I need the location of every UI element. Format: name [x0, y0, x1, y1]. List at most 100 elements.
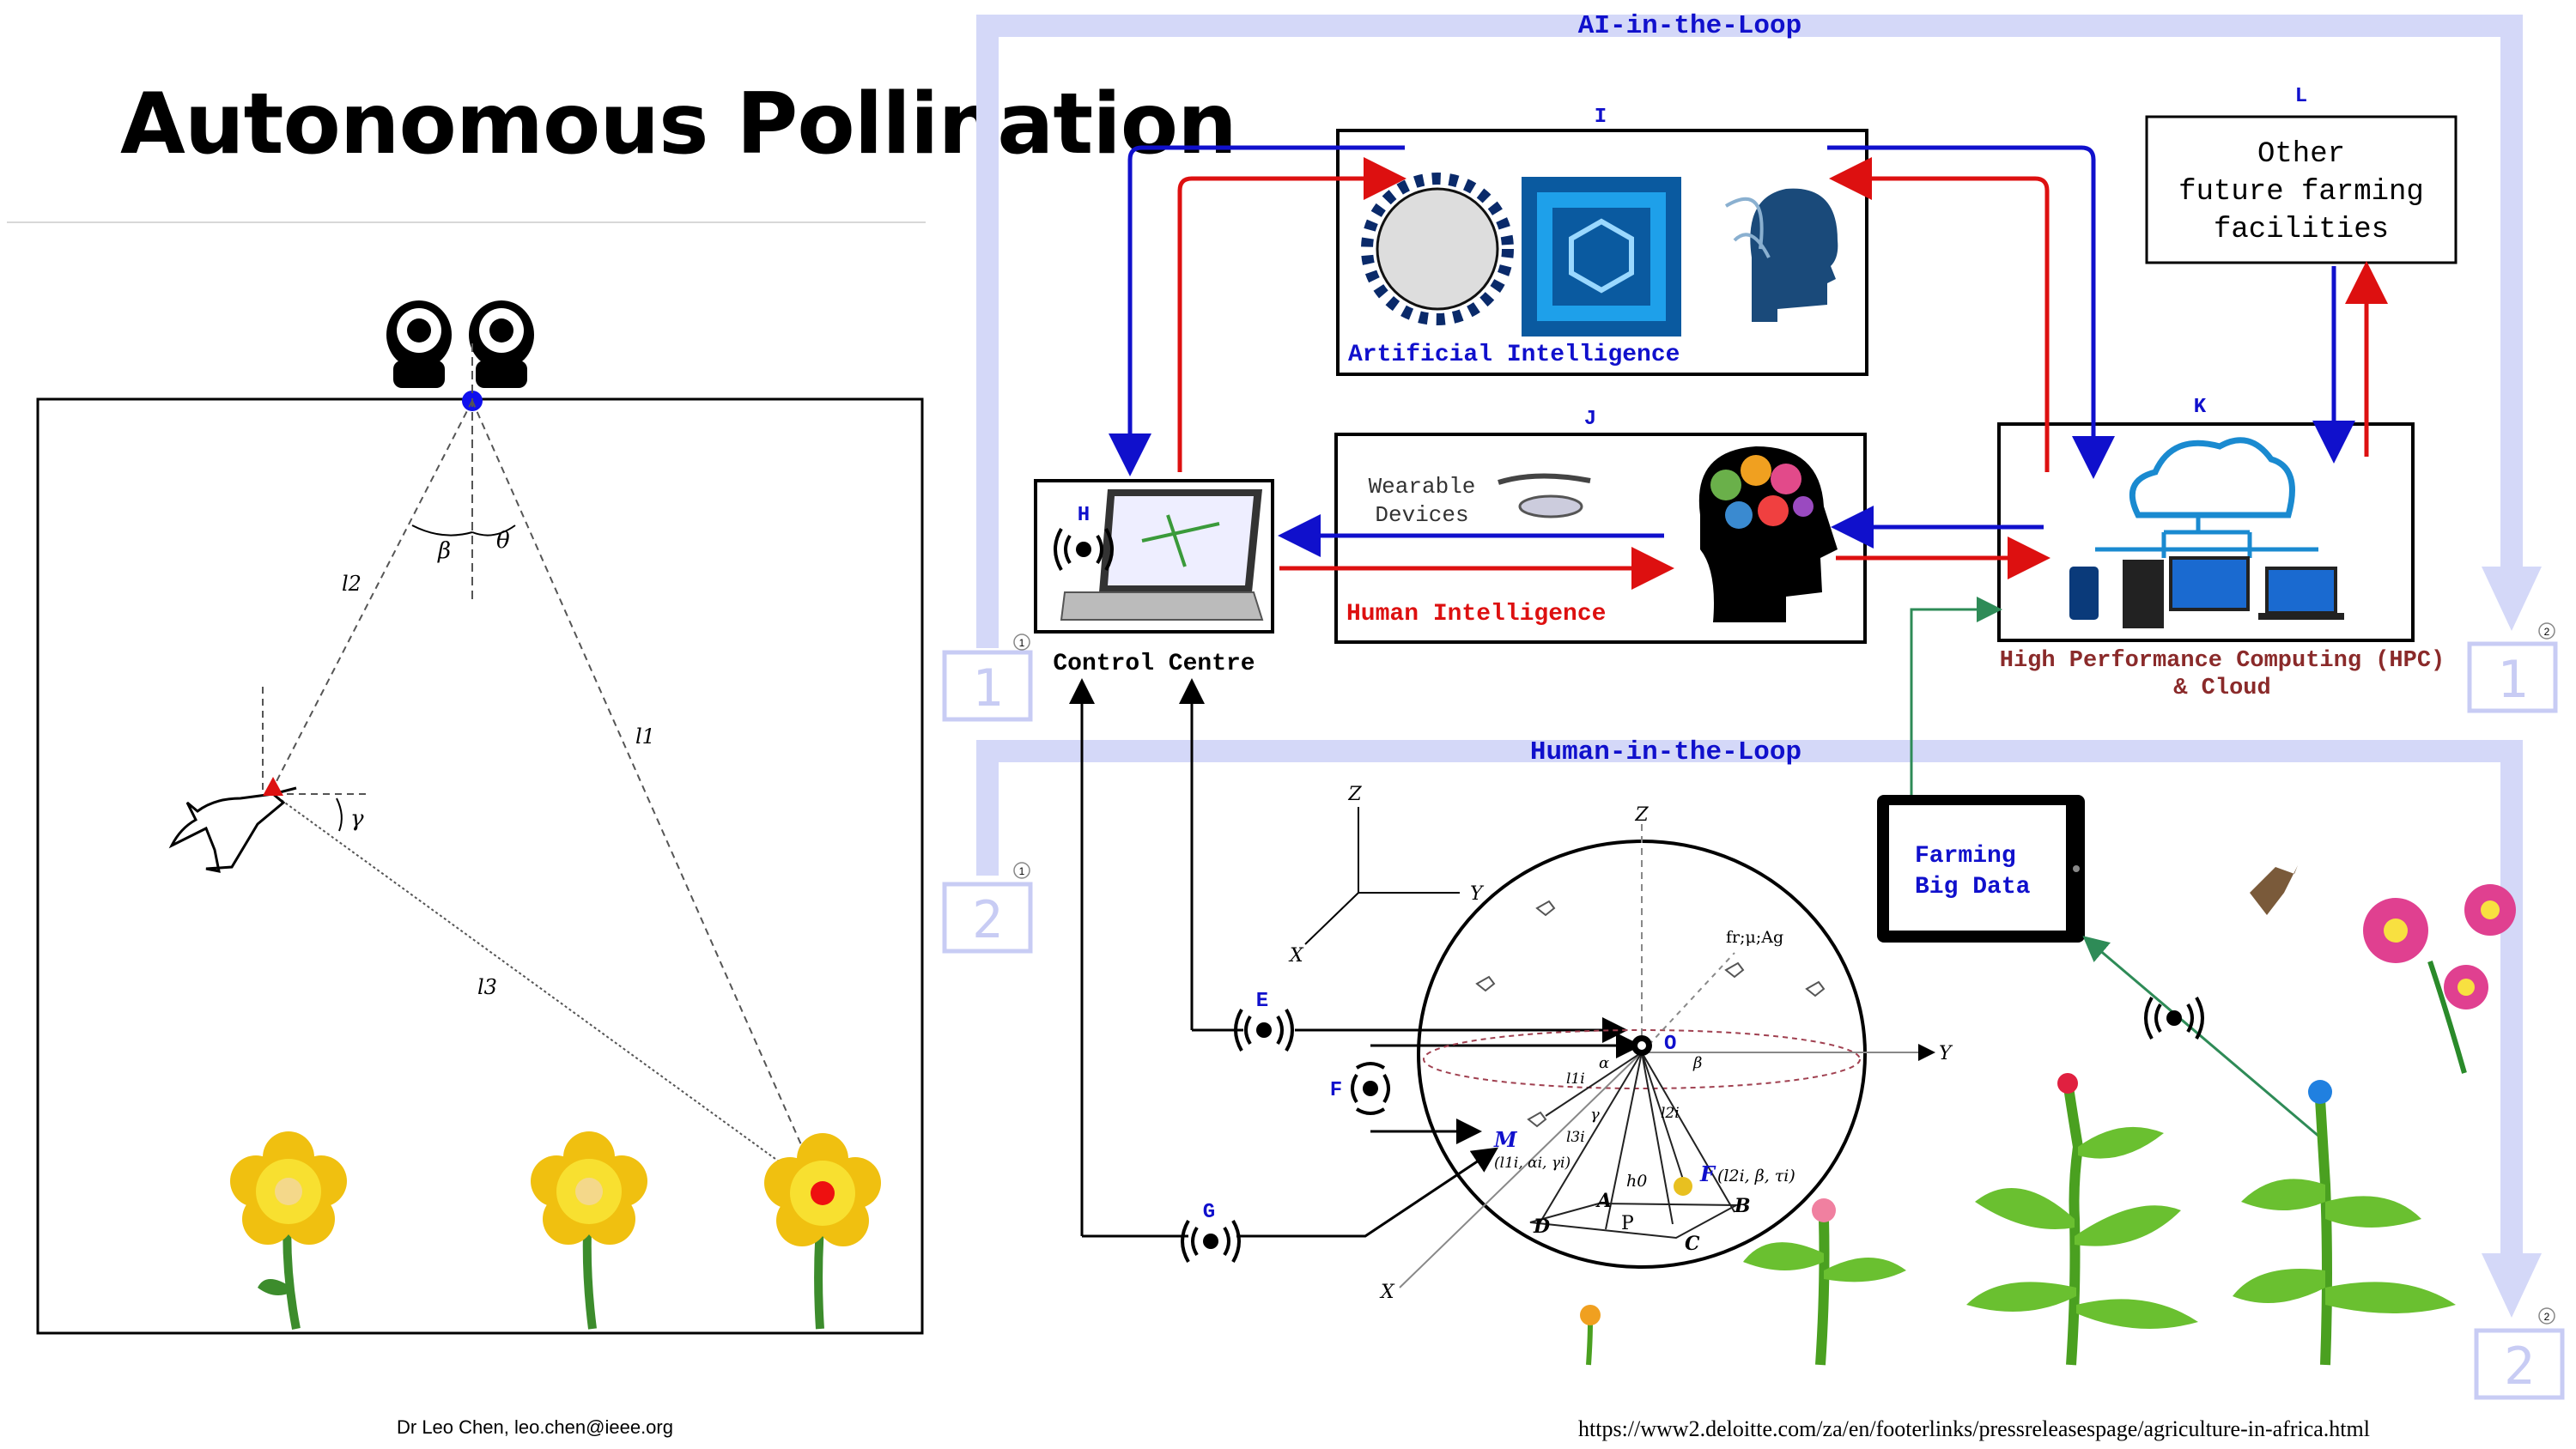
farming-big-data: Farming Big Data	[1877, 795, 2085, 943]
neural-network-icon	[1361, 173, 1514, 325]
node-h-caption: Control Centre	[1053, 651, 1255, 677]
wireless-icon	[1054, 527, 1114, 572]
ai-loop	[976, 15, 2542, 648]
node-l-line3: facilities	[2214, 214, 2389, 246]
a-label: A	[1595, 1190, 1612, 1212]
connections	[1069, 145, 2388, 1238]
small-index: 1	[1019, 865, 1025, 877]
l3i-label: l3i	[1566, 1129, 1585, 1146]
wireless-icon	[1234, 1008, 1294, 1052]
angle-beta-label: β	[437, 538, 451, 564]
node-j-wearable-2: Devices	[1375, 502, 1468, 528]
node-l-line1: Other	[2257, 138, 2345, 171]
c-label: C	[1685, 1233, 1700, 1255]
wireless-icon	[1351, 1062, 1390, 1115]
bigdata-line2: Big Data	[1915, 874, 2031, 900]
node-i-letter: I	[1595, 106, 1607, 129]
bird-icon	[1475, 900, 1826, 1128]
node-i-caption: Artificial Intelligence	[1348, 342, 1680, 368]
angle-gamma-label: γ	[350, 806, 364, 832]
sensor-g-letter: G	[1203, 1201, 1215, 1224]
l1i-label: l1i	[1566, 1070, 1585, 1088]
small-index: 2	[2544, 1311, 2550, 1323]
flower-icon	[230, 1131, 347, 1330]
line-l3-label: l3	[477, 975, 497, 999]
frame-y-label: Y	[1470, 883, 1485, 905]
loop-badge-2-left	[942, 882, 1033, 954]
node-k-hpc: K High Performance Computing (HPC) & Clo…	[1997, 396, 2445, 701]
wireless-icon	[1181, 1219, 1241, 1264]
loop-badge-1-left	[942, 650, 1033, 722]
flower-icon	[531, 1131, 647, 1330]
f-label: F	[1699, 1161, 1716, 1186]
node-k-caption-2: & Cloud	[2173, 676, 2270, 701]
f-params: (l2i, β, τi)	[1717, 1167, 1795, 1185]
node-j-letter: J	[1584, 408, 1596, 431]
frame-x-label: X	[1288, 945, 1304, 967]
wireless-icon	[2144, 996, 2204, 1040]
m-params: (l1i, αi, γi)	[1494, 1155, 1571, 1172]
p-label: P	[1621, 1213, 1634, 1234]
loop-badge-text: 2	[2504, 1337, 2535, 1397]
camera-icon	[386, 300, 534, 388]
small-index: 1	[1019, 637, 1025, 649]
node-j-human: J Wearable Devices Human Intelligence	[1334, 408, 1867, 644]
plant-icon	[1580, 1073, 2456, 1366]
geometry-panel: β θ γ l2 l1 l3	[36, 300, 924, 1335]
d-label: D	[1533, 1216, 1550, 1238]
node-l-letter: L	[2295, 85, 2307, 108]
axis-x-label: X	[1379, 1282, 1395, 1303]
laptop-icon	[1060, 489, 1264, 621]
sensor-f-letter: F	[1330, 1079, 1342, 1102]
human-head-icon	[1698, 446, 1838, 622]
node-k-caption-1: High Performance Computing (HPC)	[2000, 648, 2445, 674]
footer-url[interactable]: https://www2.deloitte.com/za/en/footerli…	[1578, 1416, 2370, 1441]
bird-marker	[263, 777, 283, 796]
bigdata-line1: Farming	[1915, 843, 2016, 870]
loop-badge-text: 2	[972, 890, 1003, 950]
pink-flowers-icon	[2363, 884, 2516, 1074]
l2i-label: l2i	[1661, 1105, 1680, 1122]
ai-head-icon	[1724, 188, 1838, 322]
title-divider	[7, 221, 926, 223]
node-k-letter: K	[2194, 396, 2207, 419]
hummingbird-icon	[2250, 865, 2298, 915]
loop-badge-2-right	[2474, 1328, 2565, 1400]
node-l-other: L Other future farming facilities	[2145, 85, 2458, 264]
footer-author: Dr Leo Chen, leo.chen@ieee.org	[397, 1416, 673, 1438]
chip-icon	[1522, 177, 1681, 336]
loop-badge-text: 1	[2497, 650, 2528, 710]
force-label: fr;μ;Ag	[1726, 928, 1783, 947]
human-loop-label: Human-in-the-Loop	[1530, 737, 1801, 767]
gamma-label: γ	[1590, 1106, 1600, 1124]
line-l2-label: l2	[342, 572, 361, 596]
beta-label: β	[1692, 1054, 1702, 1072]
h0-label: h0	[1626, 1172, 1647, 1191]
frame-z-label: Z	[1347, 784, 1362, 805]
axis-z-label: Z	[1634, 804, 1649, 826]
node-h-letter: H	[1078, 504, 1090, 527]
alpha-label: α	[1599, 1054, 1609, 1072]
computer-icon	[2069, 556, 2344, 628]
flower-target	[1674, 1177, 1692, 1196]
cloud-icon	[2095, 437, 2318, 558]
flower-icon	[764, 1133, 881, 1330]
loop-badge-1-right	[2467, 641, 2558, 713]
node-l-line2: future farming	[2178, 176, 2424, 209]
human-loop	[976, 740, 2542, 1318]
angle-theta-label: θ	[496, 528, 510, 554]
small-index: 2	[2544, 626, 2550, 638]
line-l2	[272, 400, 473, 789]
origin-label: O	[1664, 1033, 1676, 1056]
line-l1	[471, 400, 823, 1194]
smart-glasses-icon	[1498, 473, 1591, 518]
m-label: M	[1493, 1127, 1518, 1152]
node-j-caption: Human Intelligence	[1346, 601, 1606, 627]
line-l1-label: l1	[635, 724, 655, 749]
b-label: B	[1734, 1195, 1751, 1217]
axis-y-label: Y	[1939, 1043, 1953, 1064]
loop-badge-text: 1	[972, 658, 1003, 718]
node-j-wearable-1: Wearable	[1369, 474, 1476, 500]
